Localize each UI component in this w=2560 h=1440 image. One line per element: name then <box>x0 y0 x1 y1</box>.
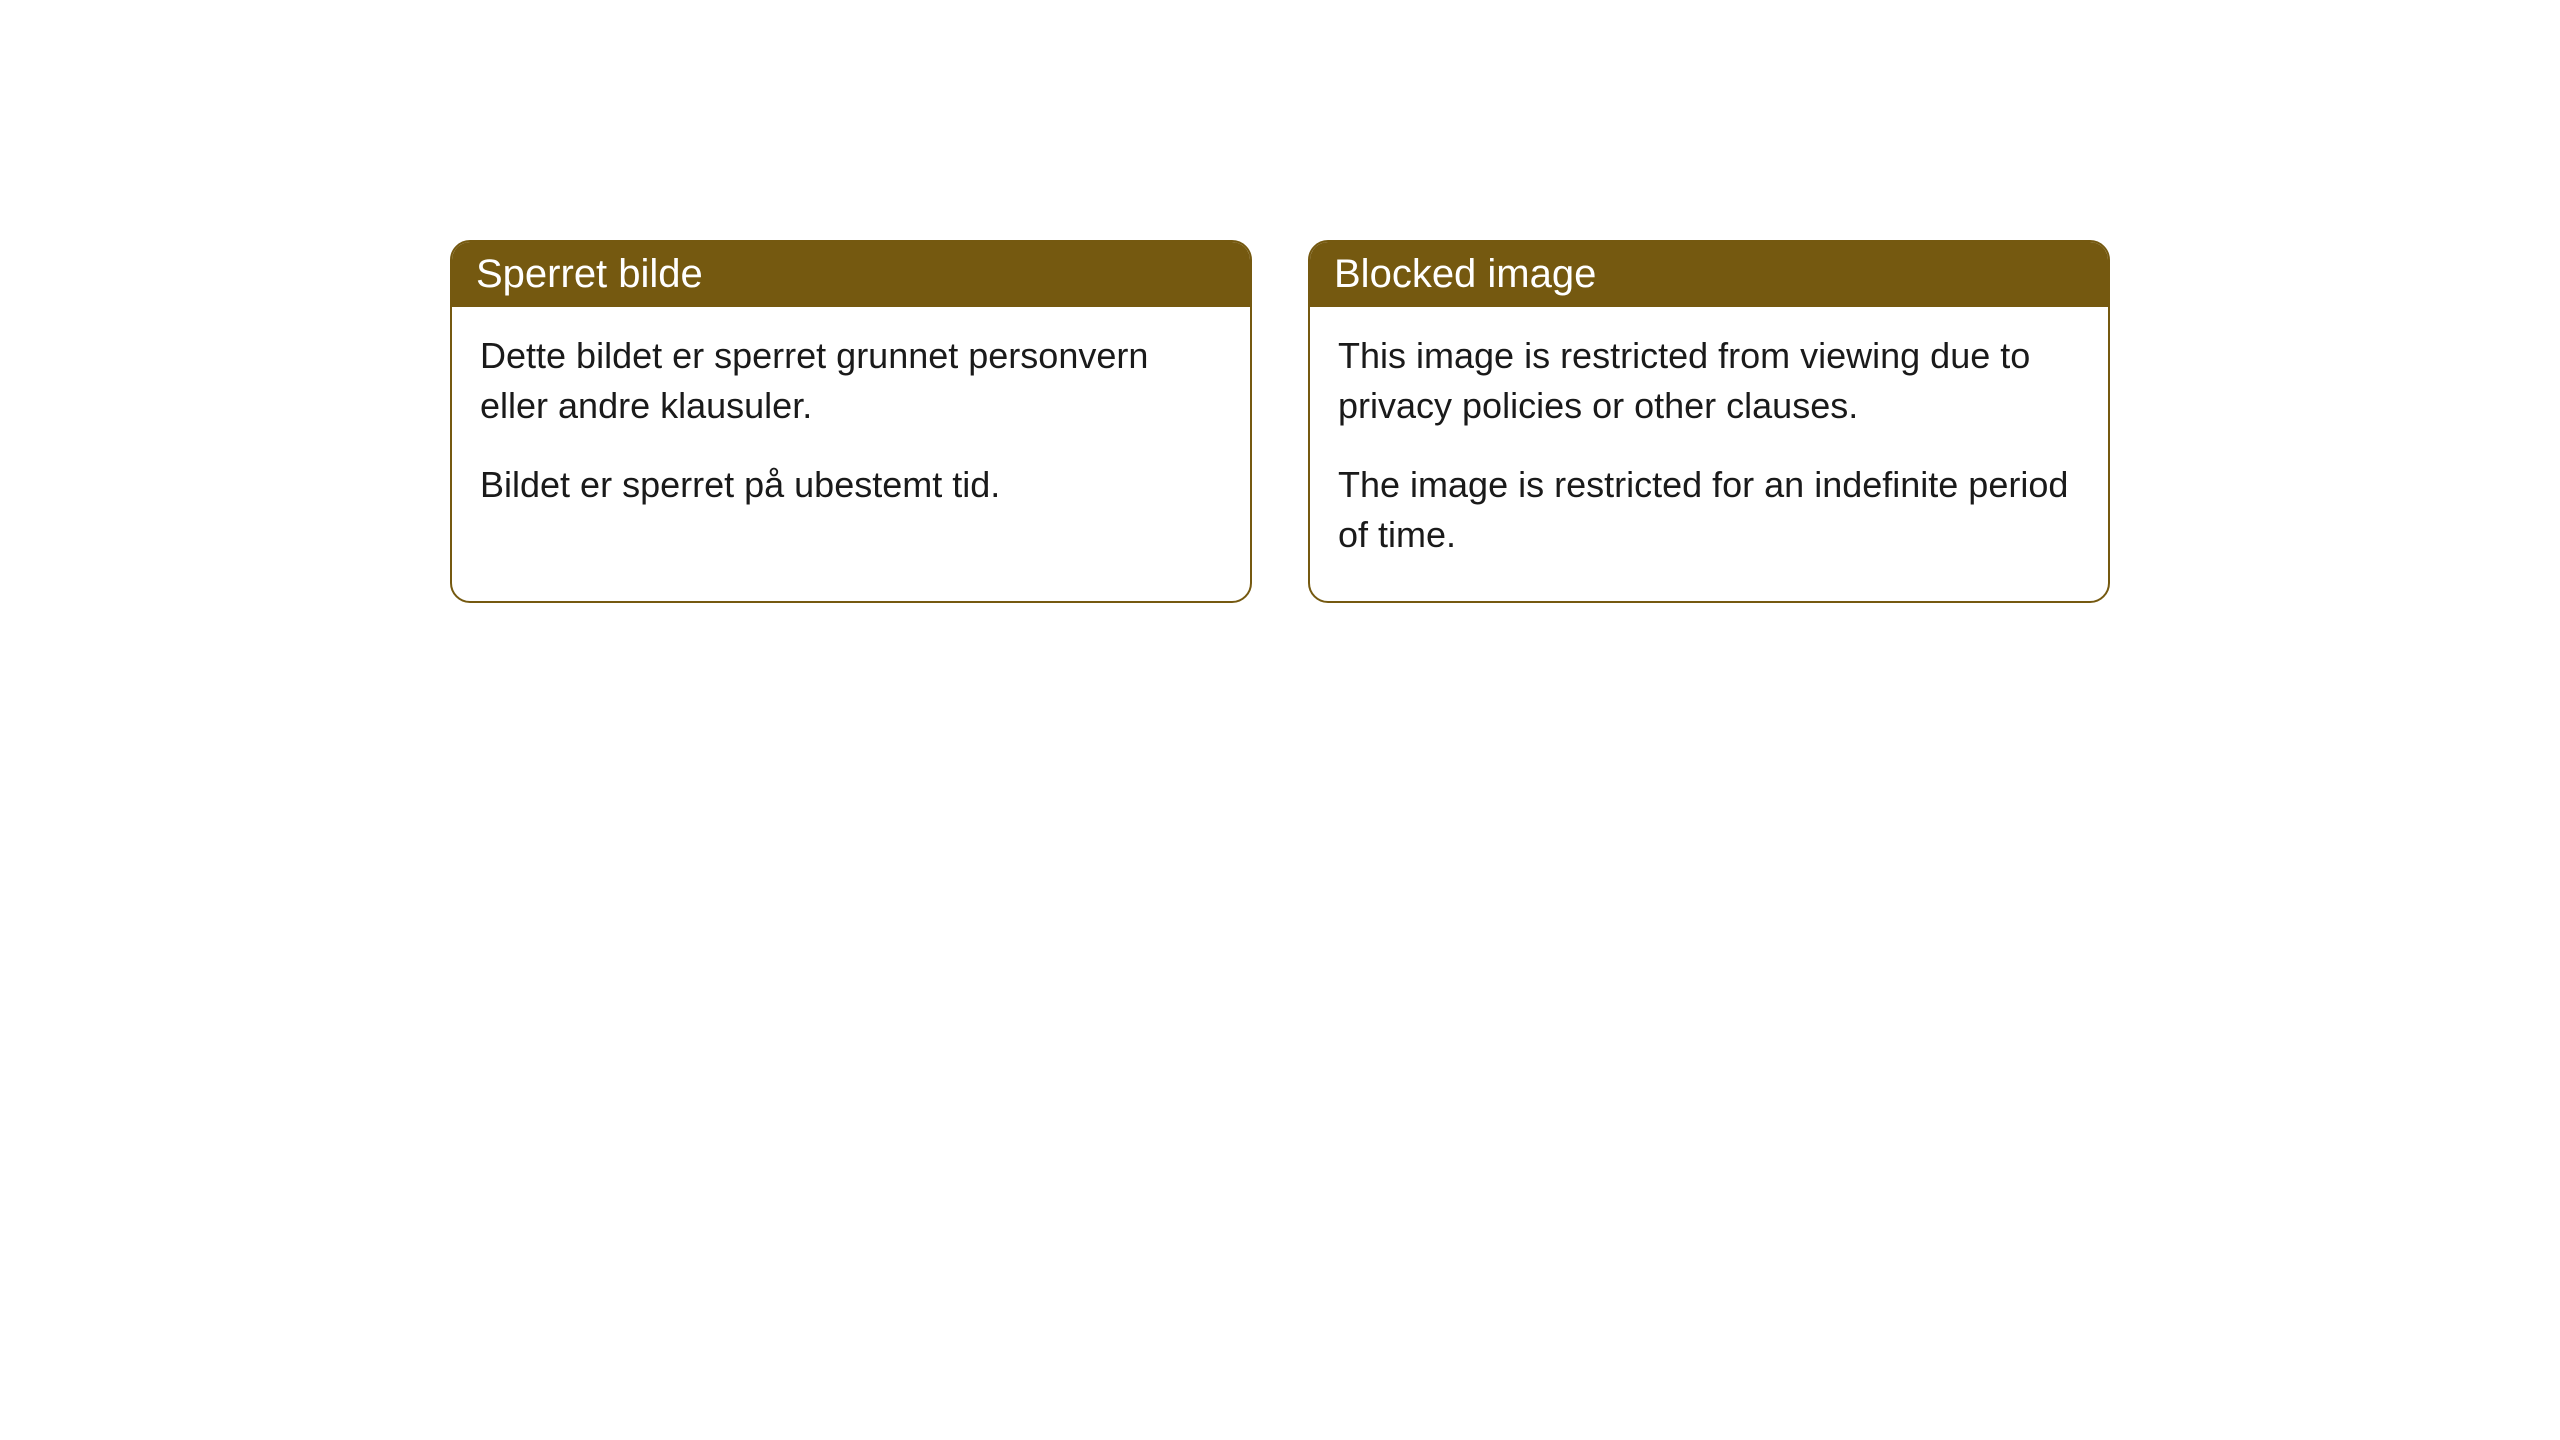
card-paragraph: This image is restricted from viewing du… <box>1338 331 2080 432</box>
card-paragraph: The image is restricted for an indefinit… <box>1338 460 2080 561</box>
notice-card-norwegian: Sperret bilde Dette bildet er sperret gr… <box>450 240 1252 603</box>
card-header-norwegian: Sperret bilde <box>452 242 1250 307</box>
card-title: Blocked image <box>1334 252 1596 296</box>
card-paragraph: Bildet er sperret på ubestemt tid. <box>480 460 1222 510</box>
card-body-norwegian: Dette bildet er sperret grunnet personve… <box>452 307 1250 550</box>
card-body-english: This image is restricted from viewing du… <box>1310 307 2108 601</box>
card-title: Sperret bilde <box>476 252 703 296</box>
notice-cards-container: Sperret bilde Dette bildet er sperret gr… <box>450 240 2110 603</box>
card-paragraph: Dette bildet er sperret grunnet personve… <box>480 331 1222 432</box>
notice-card-english: Blocked image This image is restricted f… <box>1308 240 2110 603</box>
card-header-english: Blocked image <box>1310 242 2108 307</box>
